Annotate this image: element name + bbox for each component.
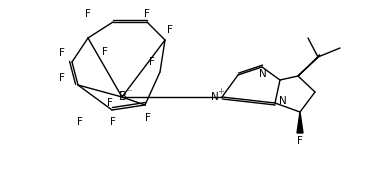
Text: N: N <box>279 96 287 106</box>
Text: ⁻: ⁻ <box>126 88 132 98</box>
Text: F: F <box>59 48 65 58</box>
Text: F: F <box>77 117 83 127</box>
Text: F: F <box>102 47 108 57</box>
Text: F: F <box>297 136 303 146</box>
Text: N: N <box>211 92 219 102</box>
Text: N: N <box>259 69 267 79</box>
Polygon shape <box>297 112 303 133</box>
Text: F: F <box>145 113 151 123</box>
Text: B: B <box>119 90 127 104</box>
Text: F: F <box>110 117 116 127</box>
Text: F: F <box>85 9 91 19</box>
Text: F: F <box>167 25 173 35</box>
Text: F: F <box>149 57 155 67</box>
Text: F: F <box>107 98 113 108</box>
Text: F: F <box>144 9 150 19</box>
Text: +: + <box>218 87 224 96</box>
Polygon shape <box>298 55 320 76</box>
Text: F: F <box>59 73 65 83</box>
